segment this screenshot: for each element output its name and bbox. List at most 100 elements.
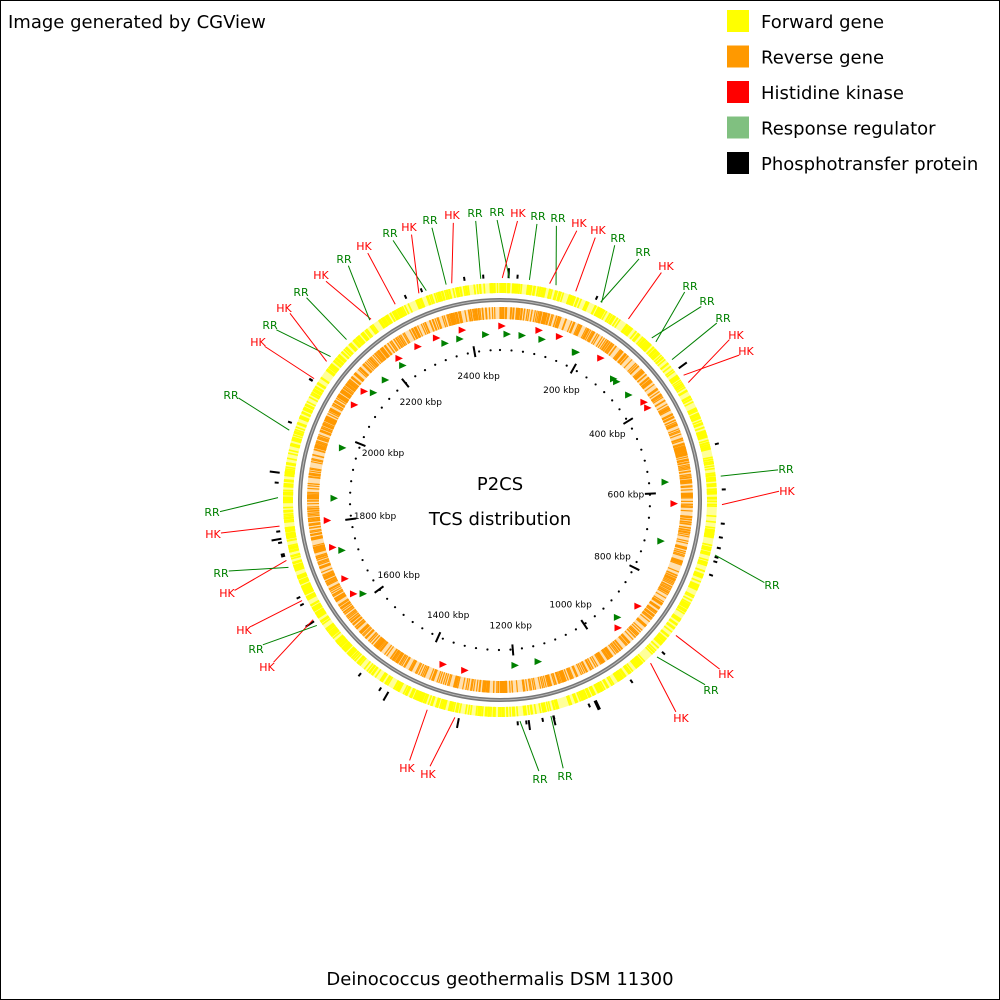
reverse-gene bbox=[678, 530, 691, 534]
forward-gene bbox=[315, 609, 326, 617]
forward-gene bbox=[379, 672, 387, 682]
center-subtitle: TCS distribution bbox=[428, 509, 571, 530]
forward-gene bbox=[459, 286, 464, 297]
forward-gene bbox=[342, 642, 351, 651]
reverse-gene bbox=[644, 607, 656, 616]
reverse-gene bbox=[620, 634, 630, 645]
forward-gene bbox=[629, 660, 638, 669]
reverse-gene bbox=[561, 318, 568, 331]
forward-gene bbox=[313, 605, 323, 613]
tcs-marker bbox=[534, 658, 543, 666]
scale-tick bbox=[374, 585, 385, 594]
reverse-gene bbox=[317, 436, 330, 442]
reverse-gene bbox=[356, 620, 366, 630]
reverse-gene bbox=[349, 378, 360, 388]
tcs-marker bbox=[456, 335, 464, 343]
forward-gene bbox=[685, 591, 695, 597]
forward-gene bbox=[467, 704, 471, 715]
feature-leader bbox=[714, 554, 765, 584]
forward-gene bbox=[312, 603, 322, 610]
forward-gene bbox=[516, 283, 519, 294]
reverse-gene bbox=[342, 604, 354, 613]
forward-gene bbox=[584, 301, 590, 312]
forward-gene bbox=[696, 433, 708, 438]
reverse-gene bbox=[678, 470, 691, 474]
reverse-gene bbox=[456, 311, 461, 324]
reverse-gene bbox=[673, 549, 686, 555]
phosphotransfer bbox=[378, 686, 382, 692]
forward-gene bbox=[297, 573, 308, 579]
phosphotransfer bbox=[277, 541, 283, 545]
reverse-gene bbox=[308, 472, 321, 476]
reverse-gene bbox=[359, 624, 370, 634]
forward-gene bbox=[651, 351, 660, 360]
reverse-gene bbox=[355, 620, 366, 630]
forward-gene bbox=[294, 428, 305, 434]
forward-gene bbox=[523, 705, 527, 716]
feature-label: RR bbox=[764, 579, 780, 592]
reverse-gene bbox=[613, 350, 623, 361]
forward-gene bbox=[580, 690, 587, 700]
forward-gene bbox=[681, 598, 691, 605]
forward-gene bbox=[283, 512, 294, 516]
forward-gene bbox=[581, 300, 588, 311]
tcs-marker bbox=[458, 326, 467, 334]
reverse-gene bbox=[647, 387, 658, 396]
forward-gene bbox=[676, 386, 686, 394]
reverse-gene bbox=[549, 314, 554, 327]
scale-dot bbox=[624, 581, 627, 584]
forward-gene bbox=[356, 336, 365, 345]
reverse-gene bbox=[674, 448, 687, 453]
forward-gene bbox=[533, 703, 537, 715]
reverse-gene bbox=[308, 474, 321, 477]
reverse-gene bbox=[671, 556, 684, 562]
forward-gene bbox=[682, 398, 693, 405]
reverse-gene bbox=[379, 641, 389, 652]
tcs-marker bbox=[597, 354, 605, 362]
tcs-marker bbox=[395, 354, 403, 362]
scale-dot bbox=[603, 390, 606, 394]
scale-label: 1600 kbp bbox=[378, 571, 421, 581]
phosphotransfer bbox=[708, 573, 714, 577]
reverse-gene bbox=[641, 611, 652, 621]
forward-gene bbox=[356, 655, 365, 664]
reverse-gene bbox=[438, 671, 444, 684]
reverse-gene bbox=[673, 551, 686, 557]
forward-gene bbox=[330, 629, 340, 638]
forward-gene bbox=[306, 400, 316, 407]
forward-gene bbox=[386, 676, 394, 686]
reverse-gene bbox=[529, 678, 533, 691]
reverse-gene bbox=[674, 449, 687, 454]
reverse-gene bbox=[455, 311, 460, 324]
forward-gene bbox=[623, 325, 631, 335]
legend-swatch bbox=[727, 10, 749, 32]
reverse-gene bbox=[605, 646, 614, 657]
feature-leader bbox=[306, 297, 347, 340]
forward-gene bbox=[287, 452, 299, 457]
forward-gene bbox=[325, 623, 335, 631]
feature-leader bbox=[687, 339, 730, 383]
forward-gene bbox=[635, 655, 644, 664]
phosphotransfer bbox=[308, 378, 314, 382]
reverse-gene bbox=[661, 413, 673, 420]
forward-gene bbox=[615, 670, 623, 681]
forward-gene bbox=[525, 284, 529, 295]
forward-gene bbox=[689, 581, 700, 588]
feature-label: RR bbox=[248, 643, 264, 656]
forward-gene bbox=[658, 632, 667, 640]
forward-gene bbox=[704, 528, 716, 531]
feature-label: HK bbox=[779, 485, 795, 498]
forward-gene bbox=[370, 325, 378, 335]
reverse-gene bbox=[324, 418, 336, 425]
forward-gene bbox=[669, 618, 679, 626]
tcs-marker bbox=[511, 661, 519, 669]
forward-gene bbox=[674, 382, 684, 390]
forward-gene bbox=[703, 462, 715, 466]
scale-dot bbox=[366, 569, 369, 572]
reverse-gene bbox=[432, 669, 438, 682]
reverse-gene bbox=[354, 371, 365, 381]
reverse-gene bbox=[345, 608, 357, 617]
forward-gene bbox=[447, 288, 452, 300]
forward-gene bbox=[332, 360, 342, 369]
scale-dot bbox=[646, 470, 649, 473]
